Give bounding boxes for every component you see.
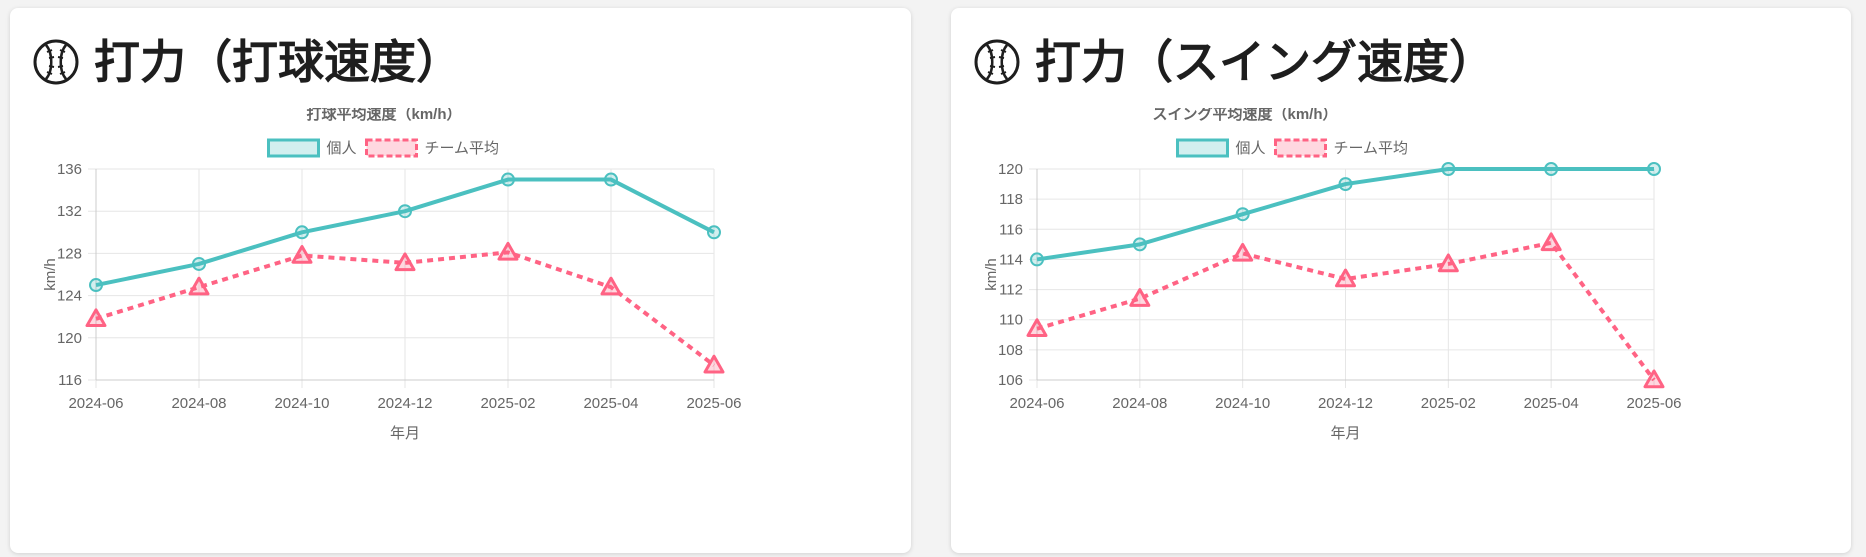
data-point — [1335, 268, 1356, 288]
x-tick-label: 2024-10 — [1215, 395, 1270, 412]
x-tick-label: 2024-10 — [274, 395, 329, 412]
data-point — [707, 225, 721, 240]
data-point — [1026, 318, 1048, 338]
x-tick-label: 2024-06 — [68, 395, 123, 412]
x-tick-label: 2025-06 — [686, 395, 741, 412]
series-line — [1036, 167, 1654, 262]
x-tick-label: 2025-04 — [583, 395, 638, 412]
x-tick-label: 2025-02 — [480, 395, 535, 412]
y-tick-label: 124 — [57, 288, 82, 305]
y-tick-label: 136 — [57, 161, 82, 178]
y-tick-label: 128 — [57, 245, 82, 262]
x-axis-title: 年月 — [390, 425, 420, 442]
legend-item: チーム平均 — [365, 138, 500, 158]
legend-label: 個人 — [327, 140, 357, 157]
card-header: 打力（スイング速度） — [973, 32, 1495, 92]
chart-grid — [1029, 168, 1655, 388]
y-tick-label: 118 — [999, 191, 1023, 208]
y-tick-label: 112 — [999, 282, 1023, 299]
chart-legend: 個人 チーム平均 — [267, 138, 500, 158]
x-tick-label: 2024-12 — [1318, 395, 1373, 412]
series-team-average — [1026, 232, 1665, 389]
x-axis-title: 年月 — [1330, 425, 1360, 442]
y-axis-title: km/h — [983, 258, 1000, 291]
series-line — [95, 250, 716, 367]
y-tick-label: 116 — [999, 221, 1023, 238]
x-tick-label: 2024-12 — [377, 395, 432, 412]
data-point — [501, 172, 515, 187]
data-point — [604, 172, 618, 187]
legend-swatch — [1274, 138, 1327, 158]
data-point — [497, 241, 519, 261]
data-point — [89, 278, 103, 293]
data-point — [600, 276, 622, 296]
series-individual — [89, 172, 721, 293]
data-point — [291, 245, 313, 264]
swing-speed-chart: スイング平均速度（km/h） 個人 チーム平均 106 108 110 112 114 116 1… — [983, 108, 1682, 442]
data-point — [85, 308, 107, 328]
series-individual — [1030, 162, 1661, 267]
chart-grid — [88, 168, 715, 388]
card-header: 打力（打球速度） — [32, 32, 462, 92]
chart-title: 打球平均速度（km/h） — [306, 108, 461, 123]
y-tick-label: 120 — [998, 161, 1023, 178]
legend-item: 個人 — [1176, 138, 1266, 158]
y-tick-label: 108 — [998, 342, 1023, 359]
data-point — [1647, 162, 1661, 176]
data-point — [398, 204, 412, 219]
x-tick-label: 2024-06 — [1009, 395, 1064, 412]
data-point — [1232, 242, 1254, 262]
baseball-icon — [974, 39, 1020, 85]
y-tick-label: 106 — [998, 372, 1023, 389]
x-tick-label: 2024-08 — [171, 395, 226, 412]
x-tick-label: 2025-04 — [1524, 395, 1579, 412]
card-title: 打力（スイング速度） — [1035, 35, 1495, 89]
legend-label: チーム平均 — [1334, 140, 1409, 157]
baseball-icon — [33, 39, 79, 85]
y-axis-title: km/h — [42, 258, 59, 291]
series-line — [95, 177, 715, 288]
x-tick-label: 2025-06 — [1626, 395, 1681, 412]
data-point — [188, 276, 210, 296]
data-point — [1544, 162, 1559, 176]
batted-ball-speed-card: 打力（打球速度） 打球平均速度（km/h） 個人 チーム平均 116 120 124 128… — [10, 8, 911, 553]
y-tick-label: 114 — [999, 251, 1023, 268]
data-point — [1441, 162, 1456, 176]
data-point — [1338, 177, 1353, 192]
legend-swatch — [1176, 138, 1229, 158]
data-point — [1030, 252, 1044, 267]
data-point — [1129, 288, 1151, 307]
data-point — [1132, 237, 1147, 252]
chart-title: スイング平均速度（km/h） — [1152, 108, 1337, 123]
y-tick-label: 116 — [58, 372, 82, 389]
legend-swatch — [267, 138, 320, 158]
chart-legend: 個人 チーム平均 — [1176, 138, 1409, 158]
data-point — [192, 256, 206, 271]
data-point — [1235, 207, 1250, 222]
card-title: 打力（打球速度） — [94, 35, 462, 89]
y-tick-label: 120 — [57, 330, 82, 347]
series-team-average — [85, 241, 725, 374]
data-point — [1643, 369, 1665, 389]
x-tick-label: 2025-02 — [1421, 395, 1476, 412]
batted-ball-speed-chart: 打球平均速度（km/h） 個人 チーム平均 116 120 124 128 132 136 202… — [42, 108, 742, 442]
legend-swatch — [365, 138, 418, 158]
y-tick-label: 110 — [999, 312, 1023, 329]
legend-item: チーム平均 — [1274, 138, 1409, 158]
x-tick-label: 2024-08 — [1112, 395, 1167, 412]
data-point — [1437, 253, 1459, 273]
legend-item: 個人 — [267, 138, 357, 158]
data-point — [295, 225, 309, 240]
data-point — [703, 354, 725, 374]
legend-label: チーム平均 — [425, 140, 500, 157]
y-tick-label: 132 — [57, 203, 82, 220]
swing-speed-card: 打力（スイング速度） スイング平均速度（km/h） 個人 チーム平均 106 108 11… — [951, 8, 1851, 553]
data-point — [1540, 232, 1562, 252]
data-point — [394, 252, 416, 272]
legend-label: 個人 — [1236, 140, 1266, 157]
